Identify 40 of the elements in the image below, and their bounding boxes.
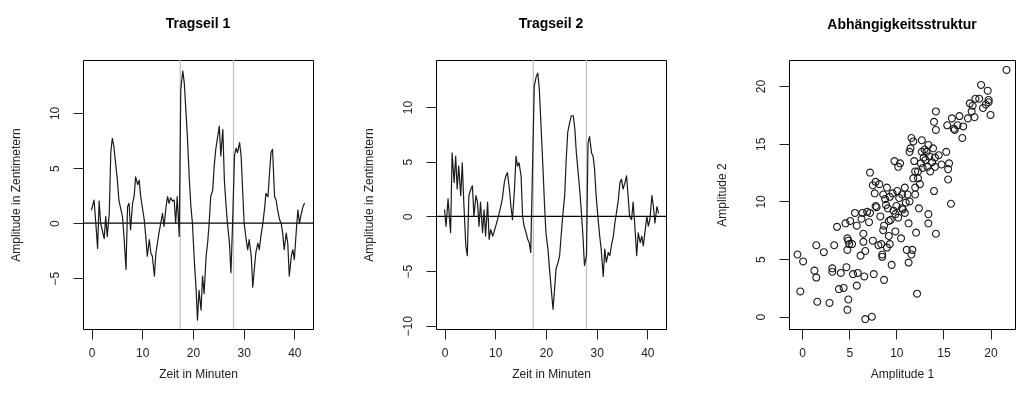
x-tick-label: 0 xyxy=(441,345,449,360)
y-axis-title: Amplitude in Zentimetern xyxy=(361,128,376,262)
y-tick-label: −10 xyxy=(400,315,415,337)
x-tick-label: 40 xyxy=(641,345,655,360)
y-tick-label: 15 xyxy=(753,137,768,151)
y-tick-label: 5 xyxy=(47,164,62,172)
x-tick-label: 20 xyxy=(539,345,554,360)
y-tick-label: 5 xyxy=(753,255,768,263)
y-tick-label: 5 xyxy=(400,158,415,166)
y-axis-title: Amplitude 2 xyxy=(714,162,729,227)
x-tick-label: 10 xyxy=(489,345,503,360)
x-tick-label: 30 xyxy=(590,345,605,360)
chart-title: Abhängigkeitsstruktur xyxy=(827,16,978,32)
x-tick-label: 10 xyxy=(136,345,150,360)
y-tick-label: −5 xyxy=(47,271,62,286)
y-axis-title: Amplitude in Zentimetern xyxy=(8,128,23,262)
y-tick-label: −5 xyxy=(400,264,415,279)
x-axis-title: Zeit in Minuten xyxy=(512,366,591,381)
x-tick-label: 10 xyxy=(890,345,904,360)
line-series xyxy=(90,70,306,321)
y-tick-label: 0 xyxy=(400,213,415,221)
y-tick-label: 0 xyxy=(47,220,62,228)
x-tick-label: 0 xyxy=(799,345,807,360)
y-tick-label: 0 xyxy=(753,313,768,321)
x-tick-label: 0 xyxy=(88,345,96,360)
y-tick-label: 10 xyxy=(400,100,415,115)
x-tick-label: 5 xyxy=(846,345,854,360)
y-tick-label: 10 xyxy=(47,106,62,121)
chart-title: Tragseil 1 xyxy=(165,15,231,32)
y-tick-label: 10 xyxy=(753,194,768,209)
chart-title: Tragseil 2 xyxy=(518,15,584,32)
x-tick-label: 40 xyxy=(288,345,302,360)
x-tick-label: 20 xyxy=(984,345,999,360)
x-tick-label: 20 xyxy=(186,345,201,360)
y-tick-label: 20 xyxy=(753,79,768,94)
x-axis-title: Zeit in Minuten xyxy=(159,366,238,381)
line-series xyxy=(443,72,660,310)
x-tick-label: 30 xyxy=(237,345,252,360)
x-tick-label: 15 xyxy=(937,345,951,360)
x-axis-title: Amplitude 1 xyxy=(870,366,935,381)
